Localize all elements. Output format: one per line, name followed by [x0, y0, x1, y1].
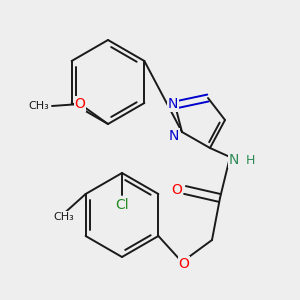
- Text: N: N: [169, 129, 179, 143]
- Text: N: N: [168, 97, 178, 111]
- Text: Cl: Cl: [115, 198, 129, 212]
- Text: CH₃: CH₃: [53, 212, 74, 222]
- Text: O: O: [75, 97, 86, 111]
- Text: N: N: [229, 153, 239, 167]
- Text: CH₃: CH₃: [28, 101, 49, 111]
- Text: O: O: [178, 257, 189, 271]
- Text: O: O: [172, 183, 182, 197]
- Text: H: H: [245, 154, 255, 166]
